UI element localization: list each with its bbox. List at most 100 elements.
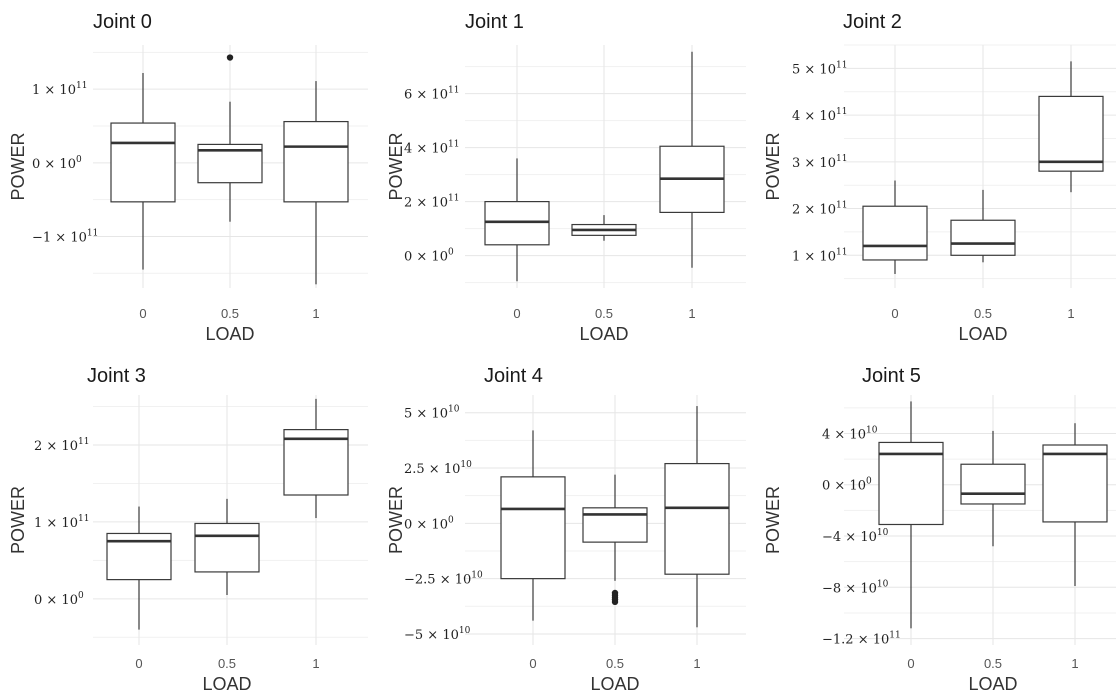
box-1	[283, 398, 349, 519]
y-tick-mantissa: 0 × 10	[32, 157, 76, 172]
y-tick-label: −5 × 1010	[404, 626, 471, 643]
box-iqr	[283, 120, 349, 203]
panel-title: Joint 5	[862, 365, 921, 387]
x-tick-label: 0.5	[974, 306, 992, 321]
y-tick-exponent: 11	[889, 631, 900, 641]
y-axis-title: POWER	[386, 132, 406, 200]
y-tick-label: 4 × 1011	[404, 140, 459, 157]
box-0.5	[571, 215, 637, 241]
y-tick-mantissa: −2.5 × 10	[404, 573, 471, 588]
box-iqr	[960, 463, 1026, 505]
y-tick-label: 0 × 100	[34, 591, 84, 608]
y-tick-label: 4 × 1011	[792, 107, 847, 124]
y-tick-label: −4 × 1010	[822, 528, 889, 545]
box-iqr	[1042, 444, 1108, 523]
y-tick-exponent: 11	[448, 86, 459, 96]
panel-title: Joint 2	[843, 11, 902, 33]
box-0.5	[960, 430, 1026, 547]
x-tick-label: 1	[1067, 306, 1074, 321]
panel-title: Joint 0	[93, 11, 152, 33]
x-axis-title: LOAD	[968, 674, 1017, 694]
y-tick-exponent: 11	[836, 60, 847, 70]
y-tick-mantissa: 1 × 10	[34, 516, 78, 531]
x-tick-label: 0.5	[218, 656, 236, 671]
y-tick-mantissa: 4 × 10	[404, 142, 448, 157]
x-axis-title: LOAD	[205, 324, 254, 344]
y-tick-label: 2 × 1011	[404, 194, 459, 211]
y-tick-mantissa: 1 × 10	[32, 83, 76, 98]
y-tick-mantissa: 2 × 10	[404, 196, 448, 211]
y-tick-mantissa: 4 × 10	[822, 427, 866, 442]
y-tick-mantissa: −8 × 10	[822, 581, 877, 596]
y-tick-exponent: 10	[460, 460, 472, 470]
y-tick-mantissa: −4 × 10	[822, 530, 877, 545]
y-tick-exponent: 11	[76, 81, 87, 91]
y-tick-exponent: 11	[87, 228, 98, 238]
box-0	[484, 158, 550, 282]
x-tick-label: 0	[891, 306, 898, 321]
y-tick-mantissa: 0 × 10	[34, 593, 78, 608]
y-tick-label: −8 × 1010	[822, 579, 889, 596]
box-1	[283, 81, 349, 285]
x-tick-label: 0.5	[595, 306, 613, 321]
y-tick-exponent: 0	[866, 477, 872, 487]
y-tick-label: −2.5 × 1010	[404, 571, 483, 588]
y-tick-exponent: 10	[877, 528, 889, 538]
y-tick-label: 1 × 1011	[792, 247, 847, 264]
y-axis-title: POWER	[386, 486, 406, 554]
box-0	[106, 506, 172, 630]
x-tick-label: 1	[312, 656, 319, 671]
x-tick-label: 0	[529, 656, 536, 671]
x-axis-title: LOAD	[958, 324, 1007, 344]
panel-title: Joint 4	[484, 365, 543, 387]
box-0.5	[194, 498, 260, 595]
y-tick-exponent: 11	[836, 154, 847, 164]
y-tick-label: 6 × 1011	[404, 86, 459, 103]
y-tick-mantissa: −5 × 10	[404, 628, 459, 643]
box-iqr	[582, 507, 648, 543]
box-iqr	[1038, 95, 1104, 172]
box-iqr	[950, 219, 1016, 256]
x-axis-title: LOAD	[202, 674, 251, 694]
y-tick-label: 2 × 1011	[792, 201, 847, 218]
box-iqr	[283, 429, 349, 496]
y-tick-mantissa: −1.2 × 10	[822, 633, 889, 648]
y-axis-title: POWER	[8, 486, 28, 554]
y-tick-mantissa: 4 × 10	[792, 109, 836, 124]
y-axis-title: POWER	[763, 132, 783, 200]
y-tick-label: −1.2 × 1011	[822, 631, 901, 648]
box-0.5	[950, 189, 1016, 263]
y-tick-label: 0 × 100	[822, 477, 872, 494]
y-tick-exponent: 10	[877, 579, 889, 589]
y-tick-mantissa: 0 × 10	[404, 250, 448, 265]
x-tick-label: 1	[1071, 656, 1078, 671]
box-0	[500, 430, 566, 621]
box-iqr	[484, 201, 550, 246]
y-tick-label: 1 × 1011	[34, 514, 89, 531]
outlier-point	[226, 54, 234, 61]
y-tick-exponent: 10	[448, 405, 460, 415]
y-tick-mantissa: 5 × 10	[404, 407, 448, 422]
y-tick-exponent: 10	[459, 626, 471, 636]
y-tick-exponent: 0	[78, 591, 84, 601]
y-tick-label: −1 × 1011	[32, 228, 98, 245]
box-1	[659, 51, 725, 268]
box-0	[878, 401, 944, 629]
y-tick-exponent: 0	[448, 515, 454, 525]
y-tick-exponent: 11	[836, 201, 847, 211]
y-tick-mantissa: 3 × 10	[792, 156, 836, 171]
y-tick-exponent: 11	[836, 247, 847, 257]
box-iqr	[110, 122, 176, 203]
box-0	[110, 72, 176, 270]
y-axis-title: POWER	[8, 132, 28, 200]
y-tick-mantissa: 0 × 10	[822, 479, 866, 494]
box-0.5	[197, 54, 263, 222]
y-tick-mantissa: 5 × 10	[792, 62, 836, 77]
box-iqr	[862, 205, 928, 261]
y-tick-mantissa: −1 × 10	[32, 230, 87, 245]
y-tick-label: 0 × 100	[32, 155, 82, 172]
box-1	[1042, 423, 1108, 587]
